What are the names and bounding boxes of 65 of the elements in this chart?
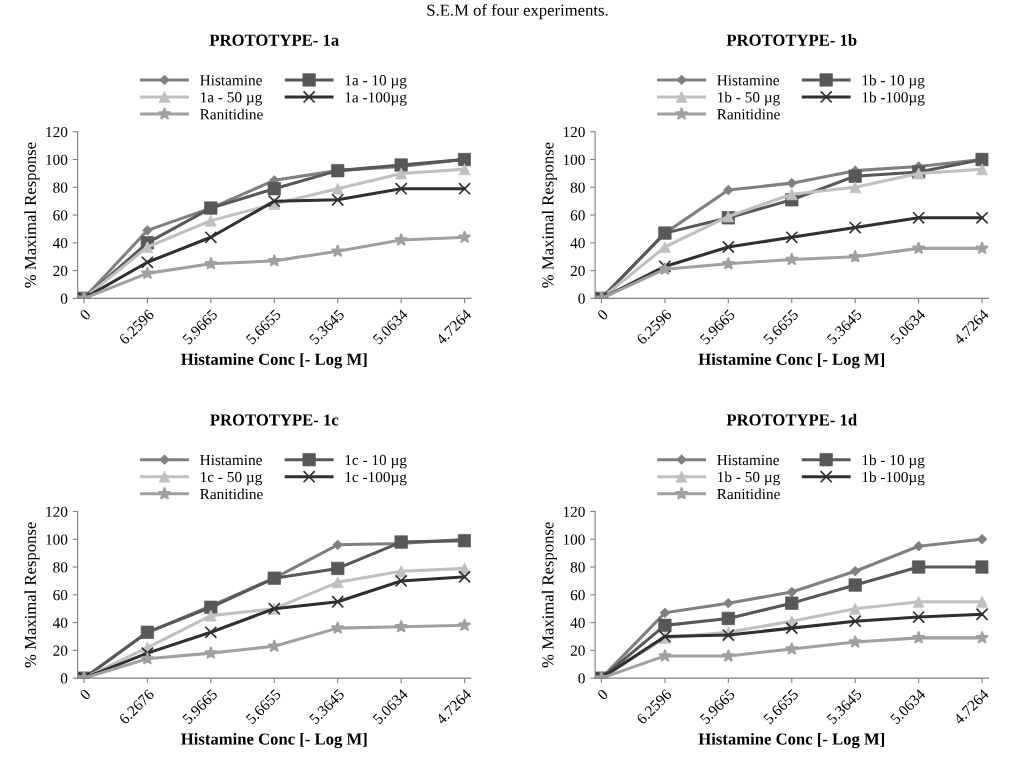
y-tick-label: 40: [570, 237, 585, 249]
chart-title: PROTOTYPE- 1b: [726, 34, 857, 46]
legend-label: 1a -100µg: [345, 92, 407, 106]
legend-label: Ranitidine: [200, 488, 263, 500]
x-axis-title: Histamine Conc [- Log M]: [181, 353, 367, 369]
y-tick-label: 20: [53, 645, 68, 656]
y-tick-label: 100: [563, 534, 585, 545]
y-axis-title: % Maximal Response: [24, 142, 40, 288]
text: S.E.M of four experiments.: [427, 3, 608, 20]
y-tick-label: 100: [46, 154, 68, 165]
legend-label: Ranitidine: [717, 108, 780, 120]
x-tick-label: 0: [79, 308, 92, 321]
y-tick-label: 40: [52, 237, 68, 249]
y-tick-label: 60: [53, 210, 68, 221]
x-axis-title: Histamine Conc [- Log M]: [698, 353, 885, 369]
legend-label: 1b - 10 µg: [862, 74, 925, 89]
y-tick-label: 80: [53, 182, 68, 193]
legend-label: Histamine: [717, 454, 779, 466]
legend-label: 1c - 10 µg: [345, 454, 407, 469]
y-axis-title: % Maximal Response: [541, 522, 557, 668]
y-tick-label: 120: [563, 506, 585, 517]
y-tick-label: 80: [570, 562, 585, 573]
legend-label: 1a - 50 µg: [200, 92, 263, 106]
legend-label: 1c -100µg: [345, 471, 407, 486]
legend-label: Ranitidine: [200, 108, 263, 120]
x-axis-title: Histamine Conc [- Log M]: [698, 732, 885, 749]
y-tick-label: 0: [578, 293, 585, 304]
chart-title: PROTOTYPE- 1d: [726, 413, 857, 426]
y-tick-label: 60: [53, 589, 68, 601]
y-tick-label: 120: [46, 126, 68, 138]
x-tick-label: 0: [596, 688, 609, 701]
y-tick-label: 100: [46, 534, 68, 545]
legend-label: 1a - 10 µg: [345, 75, 407, 89]
legend-label: 1b - 50 µg: [718, 471, 780, 486]
chart-title: PROTOTYPE- 1c: [210, 414, 339, 426]
legend-label: 1b -100µg: [862, 471, 925, 486]
y-tick-label: 20: [570, 645, 585, 656]
chart-title: PROTOTYPE- 1a: [209, 34, 339, 46]
y-axis-title: % Maximal Response: [541, 142, 557, 288]
y-tick-label: 20: [53, 265, 68, 277]
y-tick-label: 40: [52, 617, 68, 629]
y-tick-label: 80: [570, 182, 585, 193]
legend-label: 1b -100µg: [862, 91, 925, 106]
legend-label: Histamine: [717, 75, 779, 86]
x-tick-label: 0: [596, 308, 609, 321]
legend-label: 1b - 50 µg: [718, 91, 780, 106]
y-tick-label: 60: [570, 210, 585, 221]
y-tick-label: 40: [570, 617, 585, 629]
y-tick-label: 0: [578, 673, 585, 684]
legend-label: Histamine: [200, 454, 262, 466]
x-axis-title: Histamine Conc [- Log M]: [181, 732, 367, 749]
y-tick-label: 120: [46, 506, 68, 517]
y-tick-label: 0: [60, 293, 68, 304]
y-tick-label: 120: [563, 126, 585, 138]
legend-label: 1c - 50 µg: [200, 471, 263, 486]
y-tick-label: 100: [563, 154, 585, 165]
y-tick-label: 80: [53, 562, 68, 573]
y-tick-label: 60: [570, 589, 585, 601]
y-axis-title: % Maximal Response: [24, 522, 40, 668]
legend-label: Ranitidine: [717, 488, 780, 500]
legend-label: 1b - 10 µg: [862, 454, 925, 469]
y-tick-label: 0: [60, 673, 68, 684]
legend-label: Histamine: [200, 75, 262, 86]
x-tick-label: 0: [79, 688, 92, 701]
y-tick-label: 20: [570, 265, 585, 277]
